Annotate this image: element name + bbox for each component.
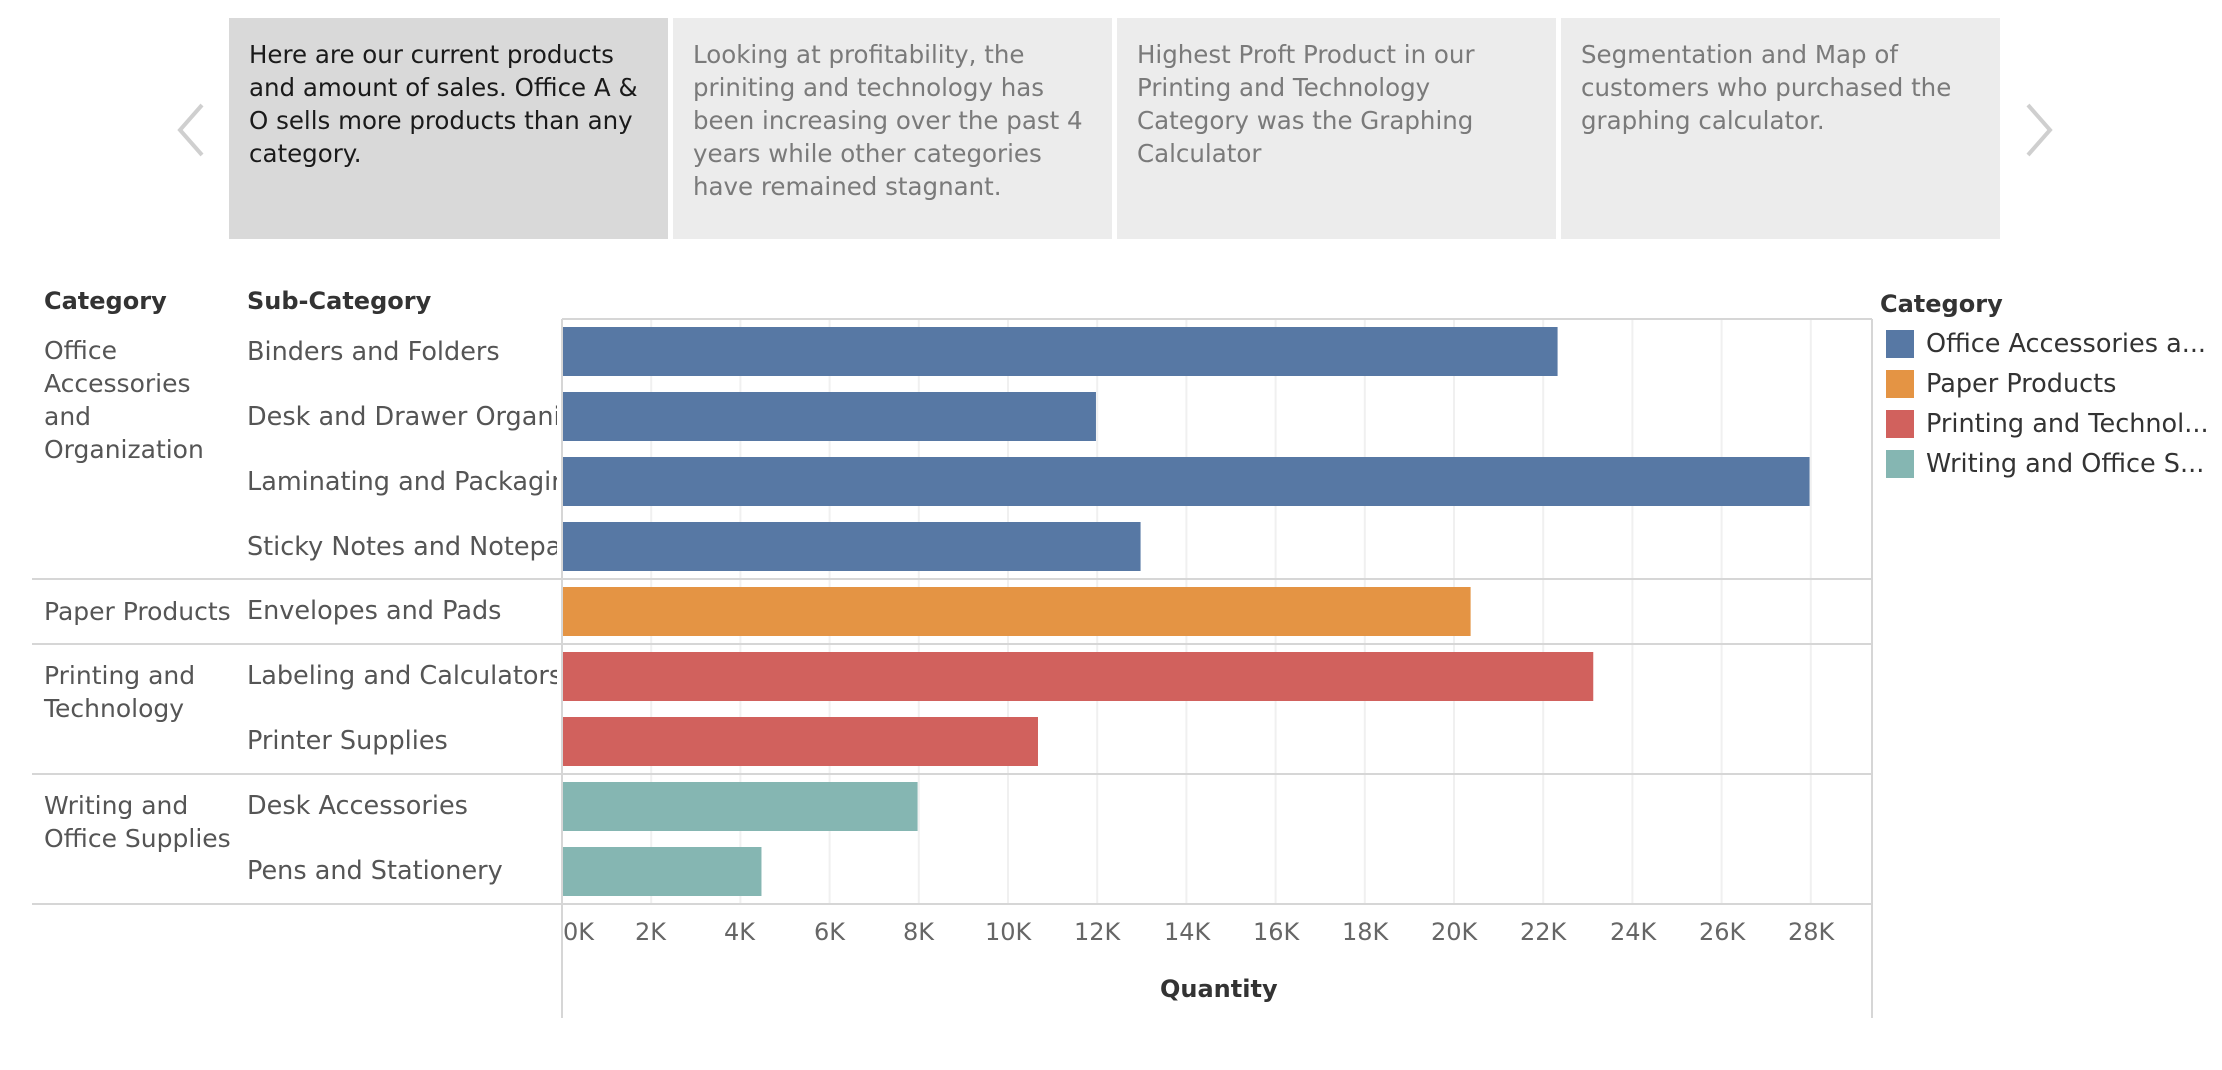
legend-label: Printing and Technol... (1926, 409, 2209, 439)
category-label: Printing and Technology (44, 661, 196, 723)
subcategory-label: Binders and Folders (247, 337, 500, 367)
x-tick-label: 2K (635, 918, 667, 946)
subcategory-label: Sticky Notes and Notepads (247, 532, 557, 562)
story-point-1[interactable]: Here are our current products and amount… (229, 18, 668, 239)
x-tick-label: 16K (1253, 918, 1300, 946)
legend-label: Paper Products (1926, 369, 2117, 399)
chevron-right-icon (2026, 103, 2053, 157)
bar[interactable] (563, 457, 1810, 506)
next-story-point-button[interactable] (2018, 100, 2058, 160)
x-tick-label: 20K (1431, 918, 1478, 946)
category-column-header: Category (44, 287, 167, 315)
bar[interactable] (563, 522, 1141, 571)
bar[interactable] (563, 782, 918, 831)
bar[interactable] (563, 392, 1096, 441)
subcategory-label: Printer Supplies (247, 726, 448, 756)
previous-story-point-button[interactable] (172, 100, 212, 160)
bar[interactable] (563, 717, 1038, 766)
subcategory-label: Laminating and Packaging (247, 467, 557, 497)
subcategory-label: Pens and Stationery (247, 856, 503, 886)
x-tick-label: 18K (1342, 918, 1389, 946)
x-tick-label: 12K (1074, 918, 1121, 946)
subcategory-label: Desk and Drawer Organiz.. (247, 402, 557, 432)
story-point-4[interactable]: Segmentation and Map of customers who pu… (1561, 18, 2000, 239)
category-label: Office Accessories and Organization (44, 336, 204, 464)
subcategory-label: Labeling and Calculators (247, 661, 557, 691)
x-tick-label: 14K (1164, 918, 1211, 946)
bar[interactable] (563, 847, 762, 896)
bar[interactable] (563, 327, 1558, 376)
subcategory-column-header: Sub-Category (247, 287, 432, 315)
legend-item[interactable]: Paper Products (1886, 369, 2116, 399)
x-tick-label: 4K (724, 918, 756, 946)
x-axis-title: Quantity (1160, 975, 1278, 1003)
legend-item[interactable]: Office Accessories a... (1886, 329, 2206, 359)
x-tick-label: 8K (903, 918, 935, 946)
x-tick-label: 24K (1610, 918, 1657, 946)
chevron-left-icon (177, 103, 204, 157)
legend-swatch (1886, 330, 1914, 358)
legend-label: Office Accessories a... (1926, 329, 2207, 359)
bar[interactable] (563, 587, 1471, 636)
legend-swatch (1886, 370, 1914, 398)
subcategory-label: Envelopes and Pads (247, 596, 502, 626)
x-tick-label: 26K (1699, 918, 1746, 946)
legend-swatch (1886, 450, 1914, 478)
story-point-3[interactable]: Highest Proft Product in our Printing an… (1117, 18, 1556, 239)
legend-label: Writing and Office S... (1926, 449, 2205, 479)
x-tick-label: 22K (1520, 918, 1567, 946)
category-label: Writing and Office Supplies (44, 791, 231, 853)
story-point-2[interactable]: Looking at profitability, the priniting … (673, 18, 1112, 239)
x-tick-label: 28K (1788, 918, 1835, 946)
legend-item[interactable]: Printing and Technol... (1886, 409, 2209, 439)
category-label: Paper Products (44, 597, 231, 626)
legend-item[interactable]: Writing and Office S... (1886, 449, 2204, 479)
x-tick-label: 6K (814, 918, 846, 946)
bar[interactable] (563, 652, 1594, 701)
legend-title: Category (1880, 290, 2003, 318)
subcategory-label: Desk Accessories (247, 791, 468, 821)
legend-swatch (1886, 410, 1914, 438)
x-tick-label: 10K (985, 918, 1032, 946)
x-tick-label: 0K (563, 918, 595, 946)
